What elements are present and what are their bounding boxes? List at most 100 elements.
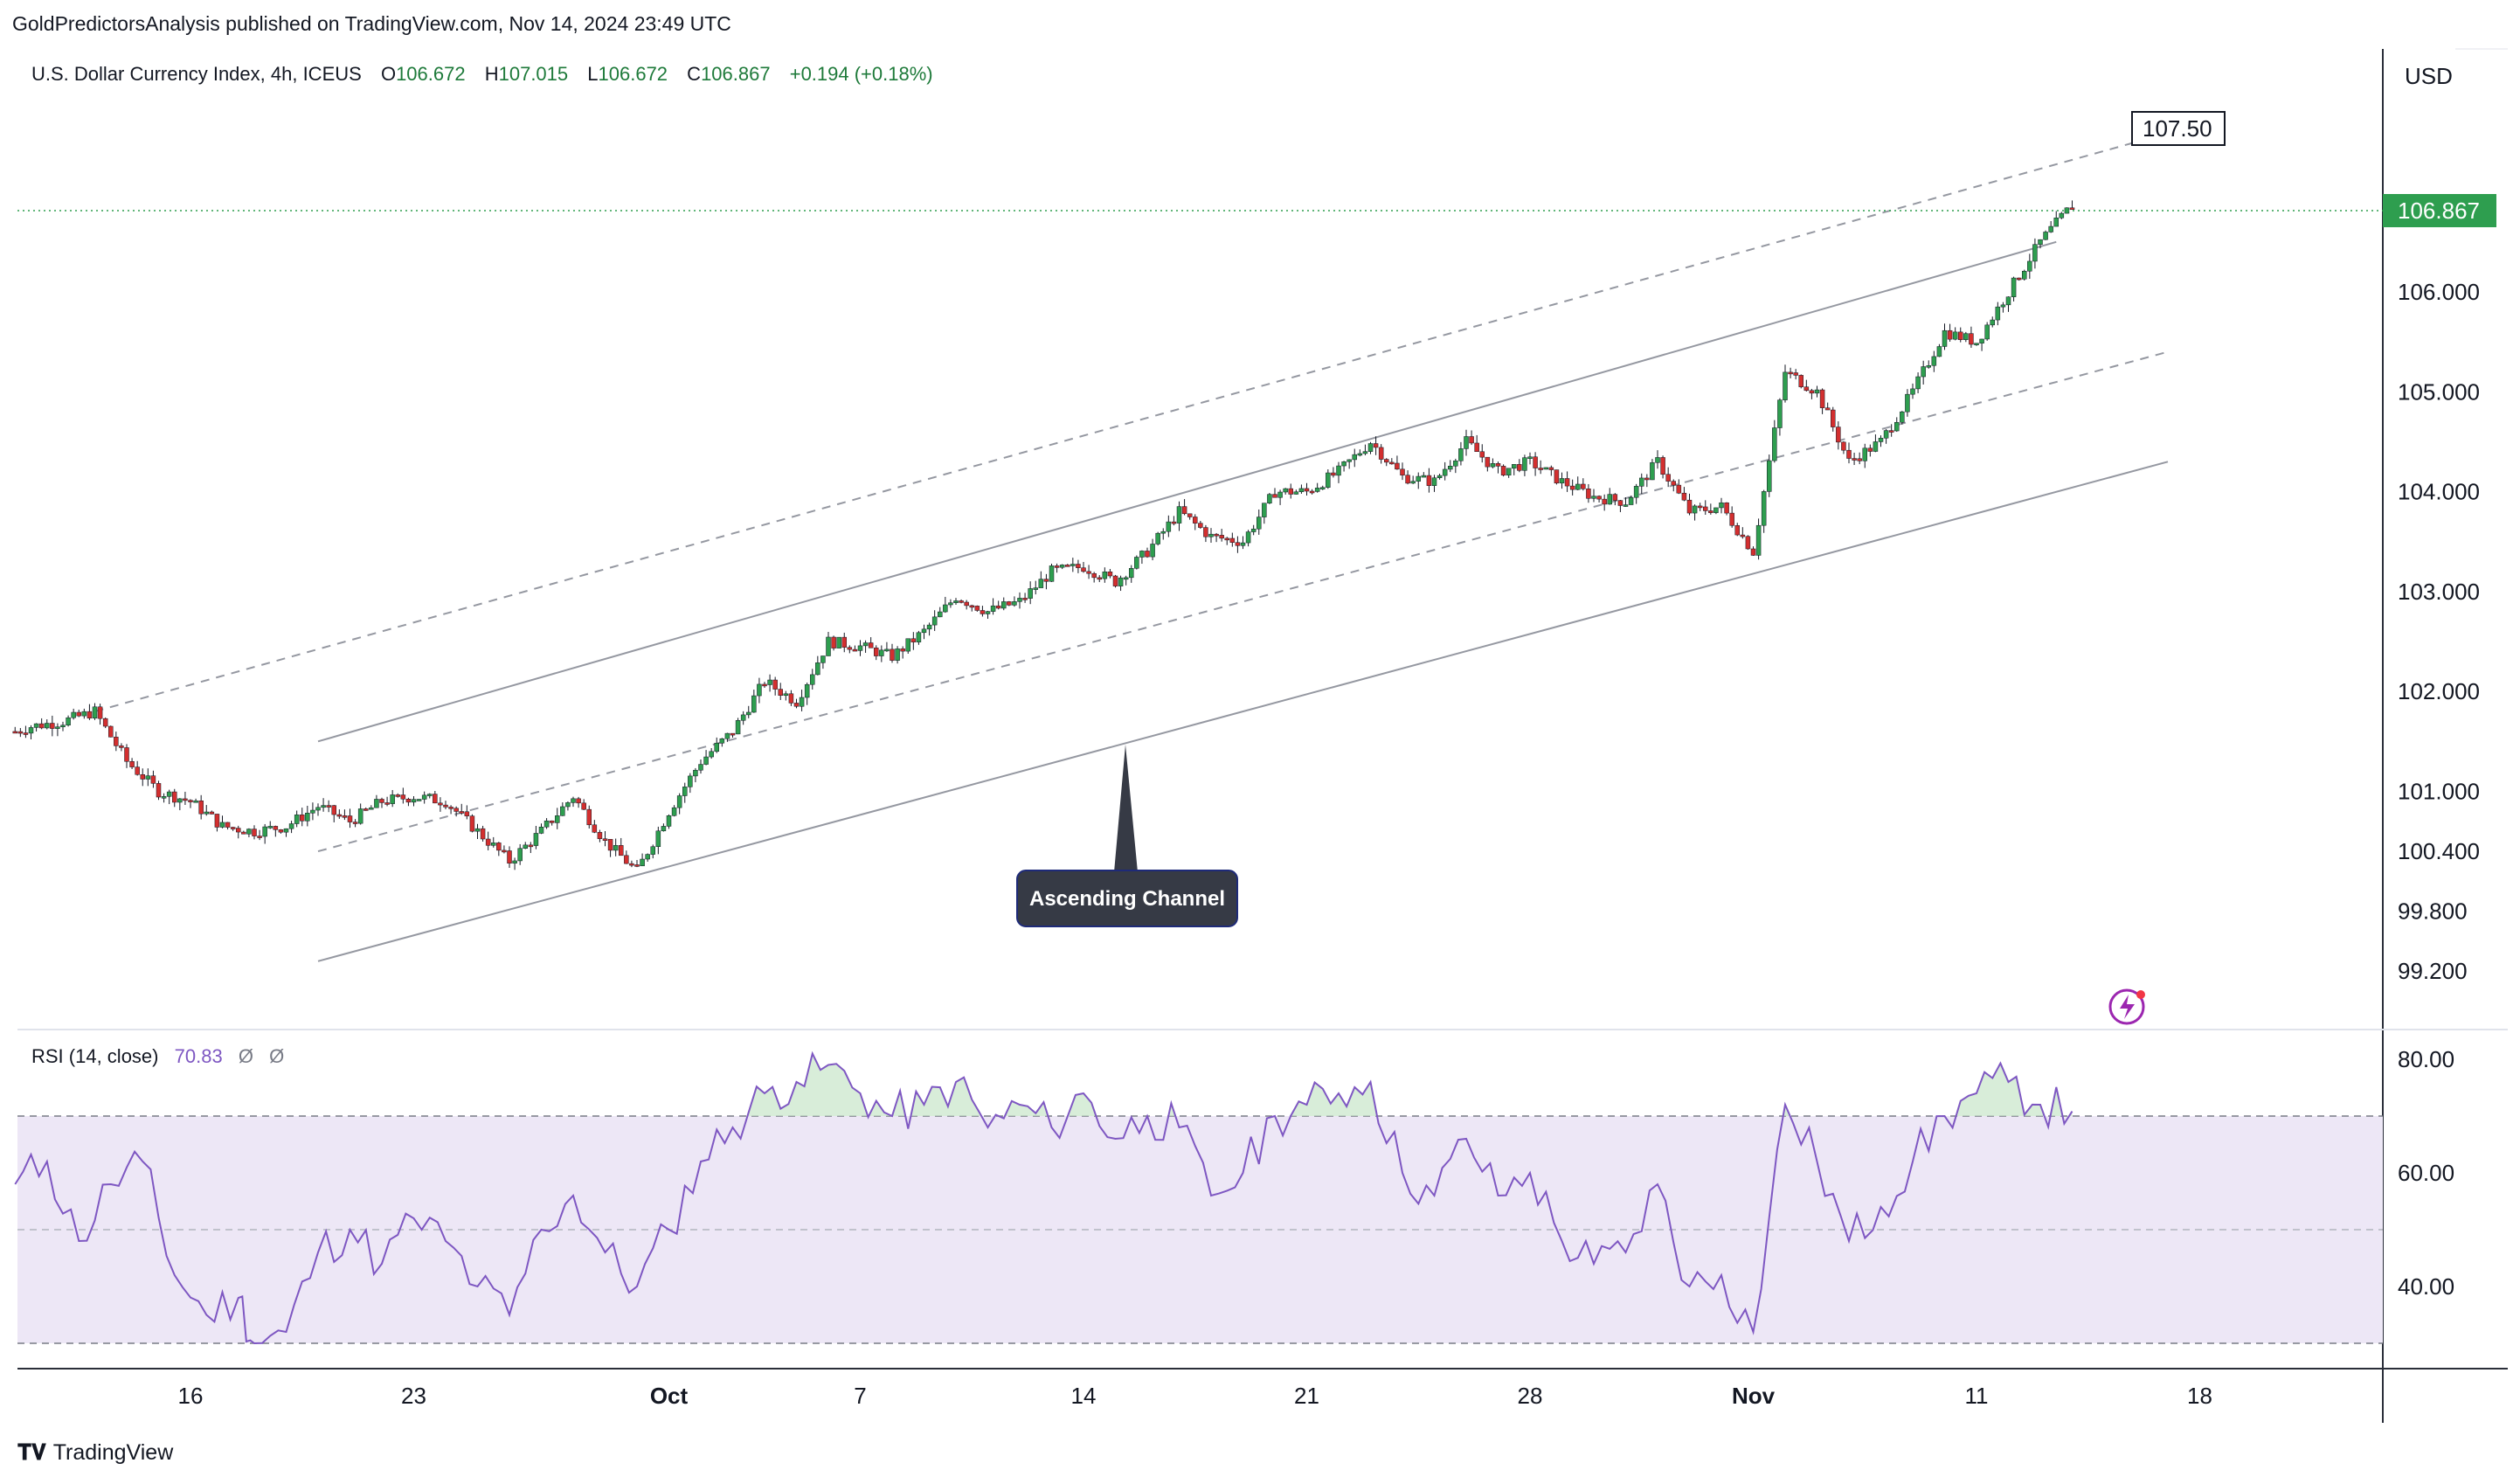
candle-body [1341,461,1347,467]
candle-body [1831,409,1836,427]
candle-body [1894,421,1900,432]
candle-body [267,826,273,829]
ascending-channel[interactable] [94,141,2169,962]
lightning-icon[interactable] [2108,988,2145,1025]
candle-body [1724,502,1729,514]
candle-body [2022,270,2027,280]
rsi-tick-label: 80.00 [2398,1046,2454,1072]
candle-body [1862,447,1867,461]
candle-body [119,745,124,748]
candle-body [1357,453,1363,456]
last-price-text: 106.867 [2398,198,2480,224]
candle-body [1708,510,1713,513]
candle-body [1416,475,1421,482]
symbol-name: U.S. Dollar Currency Index, 4h, ICEUS [31,63,362,85]
candle-body [1767,460,1772,492]
candle-body [698,764,703,771]
candle-body [502,849,507,853]
channel-lower-line[interactable] [317,461,2169,962]
target-label-box[interactable] [2131,111,2226,146]
candle-body [379,799,384,803]
currency-label[interactable]: USD [2405,63,2453,89]
low-value: 106.672 [599,63,668,85]
candle-body [931,616,938,626]
date-tick-label: 28 [1518,1383,1543,1409]
annotation-pointer [1114,745,1138,872]
candle-body [1617,500,1623,506]
candle-body [666,815,672,827]
candle-body [555,815,560,823]
candle-body [1076,564,1081,568]
candle-body [459,811,464,814]
candle-body [1681,492,1687,501]
candle-body [1257,517,1262,530]
candle-body [1671,481,1676,486]
channel-outer-dashed-line[interactable] [94,141,2136,713]
candle-body [225,822,231,828]
candle-body [1400,468,1405,475]
candle-body [140,774,145,780]
candle-body [640,858,645,867]
price-tick-label: 102.000 [2398,678,2480,704]
candle-body [76,711,81,717]
candle-body [1203,527,1208,537]
candle-body [1596,496,1602,500]
candle-body [1761,491,1767,526]
candle-body [390,794,395,804]
candle-body [45,723,50,729]
candle-body [1118,577,1124,586]
candle-body [1054,565,1060,568]
candle-body [724,732,730,739]
candle-body [1803,386,1810,392]
candle-body [1426,475,1432,486]
candle-body [938,611,943,618]
candle-body [1963,333,1969,340]
rsi-name: RSI (14, close) [31,1045,159,1067]
candle-body [300,815,305,822]
candle-body [890,648,895,661]
candle-body [676,795,682,808]
candle-body [1250,528,1257,532]
channel-mid-dashed-line[interactable] [317,350,2169,853]
branding[interactable]: 𝐓𝐕 TradingView [17,1440,173,1466]
candle-body [12,731,17,734]
candle-body [278,829,284,833]
candle-body [2038,239,2043,245]
candle-body [964,601,969,607]
candle-body [671,807,677,816]
candle-body [538,826,544,834]
candle-body [1214,533,1219,537]
channel-upper-line[interactable] [317,240,2057,743]
candle-body [262,826,267,837]
candle-body [156,783,162,798]
candle-body [1453,461,1458,467]
price-tick-label: 99.200 [2398,958,2468,984]
candle-body [688,775,693,787]
candle-body [703,756,709,765]
date-tick-label: 14 [1071,1383,1097,1409]
candle-body [852,648,858,652]
annotation-box[interactable] [1016,870,1238,927]
candle-body [1001,601,1007,609]
candle-body [474,828,481,832]
candle-body [1049,565,1055,582]
candle-body [198,801,204,815]
candle-body [102,718,108,727]
candle-body [464,811,470,816]
candle-body [273,826,279,830]
rsi-value: 70.83 [175,1045,223,1067]
candle-body [1867,447,1873,452]
candle-body [799,697,805,707]
candle-body [469,815,475,832]
candle-body [1081,567,1086,572]
candle-body [405,799,412,803]
candle-body [23,732,29,735]
candle-body [1990,319,1995,326]
candle-body [1612,494,1618,501]
candle-body [433,794,438,804]
candle-body [730,732,736,736]
rsi-label-line: RSI (14, close) 70.83 Ø Ø [31,1045,284,1067]
candle-body [772,679,778,690]
candle-body [571,798,576,803]
